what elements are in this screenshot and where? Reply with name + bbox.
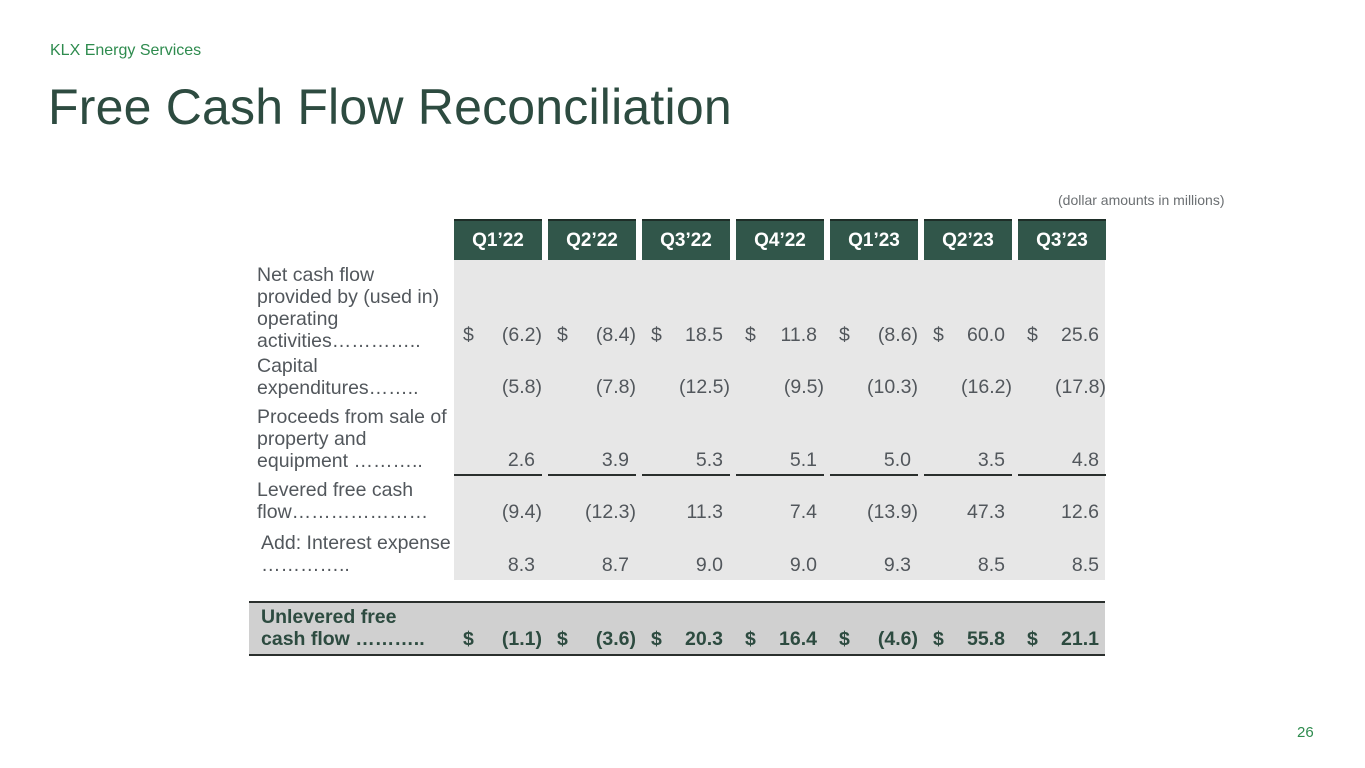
table-cell: 60.0 — [967, 324, 1005, 346]
currency-symbol: $ — [557, 628, 568, 650]
currency-symbol: $ — [651, 628, 662, 650]
column-header: Q2’22 — [548, 219, 636, 260]
table-cell: (1.1) — [501, 628, 542, 650]
row-label-unlevered-fcf: Unlevered free cash flow ……….. — [261, 606, 425, 650]
row-label-interest-expense: Add: Interest expense ………….. — [261, 532, 451, 576]
table-cell: 11.8 — [780, 324, 817, 346]
row-label-levered-fcf: Levered free cash flow………………… — [257, 479, 429, 523]
table-cell: 25.6 — [1061, 324, 1099, 346]
table-cell: 8.7 — [601, 554, 629, 576]
total-row-band — [249, 601, 1105, 656]
table-cell: (8.6) — [877, 324, 918, 346]
table-cell: 3.9 — [601, 449, 629, 471]
table-cell: 47.3 — [967, 501, 1005, 523]
table-cell: 12.6 — [1061, 501, 1099, 523]
table-cell: 8.5 — [1071, 554, 1099, 576]
column-header: Q3’23 — [1018, 219, 1106, 260]
table-cell: 18.5 — [685, 324, 723, 346]
table-cell: (16.2) — [961, 376, 1012, 398]
table-cell: (6.2) — [501, 324, 542, 346]
table-cell: 8.3 — [507, 554, 535, 576]
currency-symbol: $ — [557, 324, 568, 346]
table-cell: 9.0 — [695, 554, 723, 576]
table-cell: 5.0 — [883, 449, 911, 471]
table-cell: 2.6 — [507, 449, 535, 471]
table-cell: (17.8) — [1055, 376, 1106, 398]
column-header: Q1’23 — [830, 219, 918, 260]
table-cell: (12.3) — [585, 501, 636, 523]
subtotal-underline — [924, 474, 1012, 476]
page-number: 26 — [1297, 724, 1314, 741]
company-name: KLX Energy Services — [50, 42, 202, 59]
row-label-capex: Capital expenditures…….. — [257, 355, 419, 399]
page-title: Free Cash Flow Reconciliation — [48, 79, 732, 135]
subtotal-underline — [548, 474, 636, 476]
currency-symbol: $ — [933, 628, 944, 650]
table-cell: (5.8) — [501, 376, 542, 398]
row-label-asset-sale-proceeds: Proceeds from sale of property and equip… — [257, 406, 447, 472]
table-cell: (12.5) — [679, 376, 730, 398]
table-cell: 20.3 — [685, 628, 723, 650]
table-cell: (9.5) — [783, 376, 824, 398]
table-cell: (7.8) — [595, 376, 636, 398]
currency-symbol: $ — [839, 628, 850, 650]
subtotal-underline — [830, 474, 918, 476]
currency-symbol: $ — [745, 628, 756, 650]
table-cell: (3.6) — [595, 628, 636, 650]
subtotal-underline — [642, 474, 730, 476]
currency-symbol: $ — [933, 324, 944, 346]
column-header: Q3’22 — [642, 219, 730, 260]
table-cell: 3.5 — [977, 449, 1005, 471]
table-cell: 8.5 — [977, 554, 1005, 576]
table-cell: 16.4 — [779, 628, 817, 650]
column-header: Q1’22 — [454, 219, 542, 260]
units-note: (dollar amounts in millions) — [1058, 192, 1225, 208]
column-header: Q2’23 — [924, 219, 1012, 260]
currency-symbol: $ — [1027, 324, 1038, 346]
table-cell: 21.1 — [1061, 628, 1099, 650]
table-cell: 9.3 — [883, 554, 911, 576]
table-cell: (9.4) — [501, 501, 542, 523]
table-cell: (4.6) — [877, 628, 918, 650]
currency-symbol: $ — [463, 324, 474, 346]
table-cell: 55.8 — [967, 628, 1005, 650]
table-cell: 4.8 — [1071, 449, 1099, 471]
row-label-operating-cash-flow: Net cash flow provided by (used in) oper… — [257, 264, 440, 352]
table-cell: (13.9) — [867, 501, 918, 523]
subtotal-underline — [1018, 474, 1106, 476]
currency-symbol: $ — [651, 324, 662, 346]
subtotal-underline — [454, 474, 542, 476]
table-body-background — [454, 260, 1105, 580]
table-cell: (8.4) — [595, 324, 636, 346]
currency-symbol: $ — [745, 324, 756, 346]
subtotal-underline — [736, 474, 824, 476]
column-header: Q4’22 — [736, 219, 824, 260]
table-cell: 5.3 — [695, 449, 723, 471]
currency-symbol: $ — [1027, 628, 1038, 650]
currency-symbol: $ — [463, 628, 474, 650]
table-cell: 7.4 — [789, 501, 817, 523]
currency-symbol: $ — [839, 324, 850, 346]
table-cell: 11.3 — [686, 501, 723, 523]
table-cell: 9.0 — [789, 554, 817, 576]
table-cell: 5.1 — [789, 449, 817, 471]
table-cell: (10.3) — [867, 376, 918, 398]
